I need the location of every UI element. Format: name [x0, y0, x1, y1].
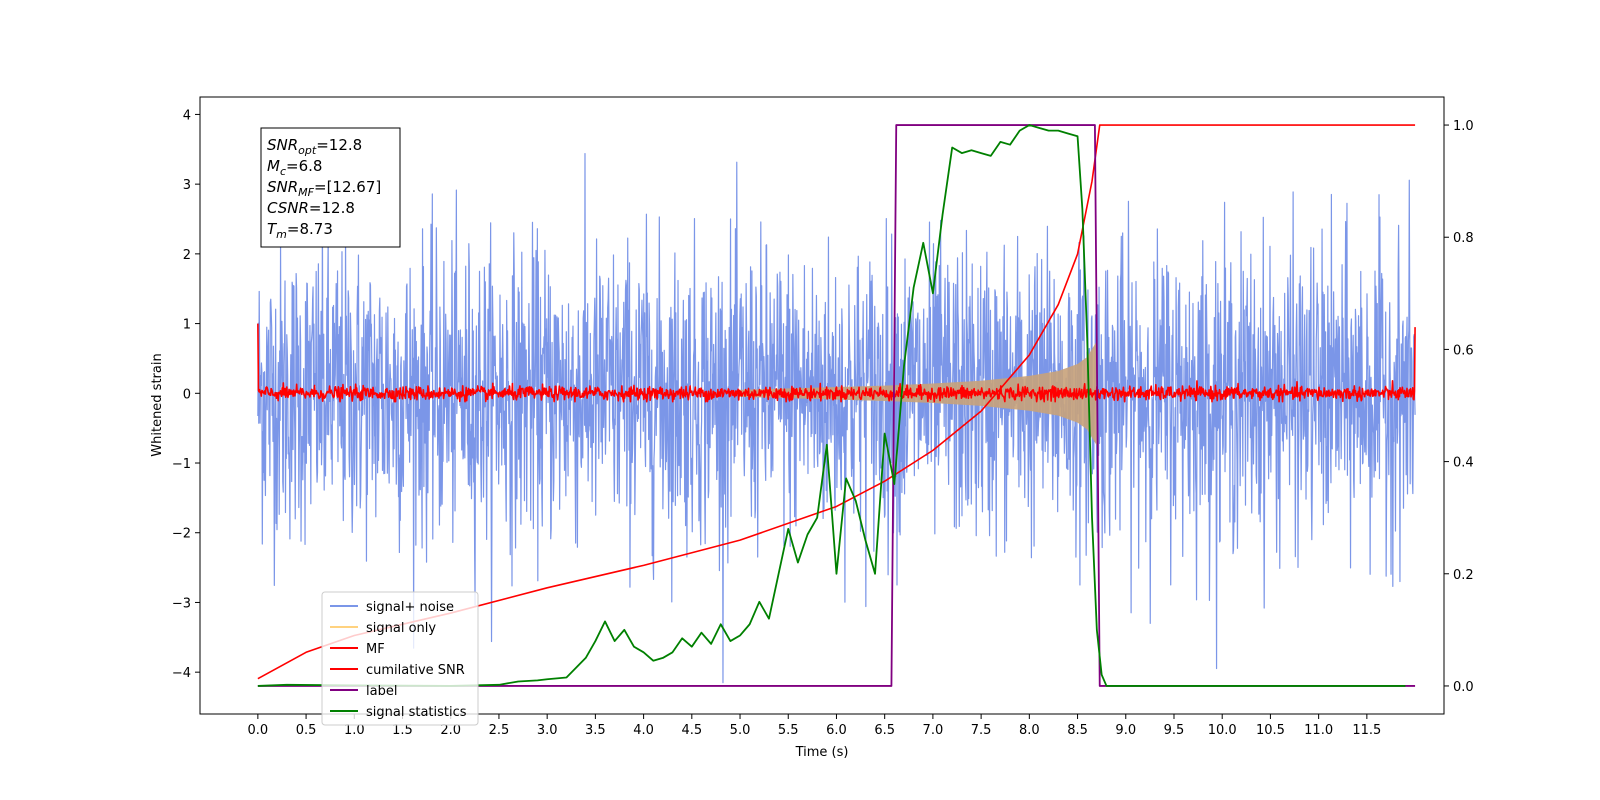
legend-label: signal only	[366, 621, 436, 636]
annotation-line: SNRMF=[12.67]	[267, 178, 381, 199]
annotation-line: Mc=6.8	[267, 157, 322, 178]
x-tick-label: 9.0	[1115, 723, 1136, 738]
x-tick-label: 0.5	[296, 723, 317, 738]
y-tick-label: 2	[183, 248, 191, 263]
series-signal-noise	[257, 152, 1416, 684]
y-axis-label: Whitened strain	[150, 353, 165, 456]
x-tick-label: 4.5	[681, 723, 702, 738]
x-tick-label: 1.0	[344, 723, 365, 738]
x-tick-label: 7.5	[971, 723, 992, 738]
legend-label: MF	[366, 642, 385, 657]
y2-tick-label: 0.2	[1453, 568, 1474, 583]
legend-frame	[321, 591, 479, 726]
y-tick-label: −4	[172, 666, 191, 681]
legend-label: signal statistics	[366, 705, 467, 720]
x-tick-label: 8.0	[1019, 723, 1040, 738]
y2-tick-label: 0.8	[1453, 231, 1474, 246]
y-tick-label: 4	[183, 108, 191, 123]
x-tick-label: 1.5	[392, 723, 413, 738]
x-tick-label: 4.0	[633, 723, 654, 738]
y-tick-label: 3	[183, 178, 191, 193]
x-tick-label: 3.0	[537, 723, 558, 738]
x-tick-label: 8.5	[1067, 723, 1088, 738]
y-axis-right: 0.0 0.2 0.4 0.6 0.8 1.0	[1444, 119, 1474, 695]
y2-tick-label: 1.0	[1453, 119, 1474, 134]
y2-tick-label: 0.0	[1453, 680, 1474, 695]
annotation-frame	[260, 127, 401, 248]
series-mf	[257, 323, 1416, 403]
y2-tick-label: 0.4	[1453, 456, 1474, 471]
x-axis: 0.0 0.5 1.0 1.5 2.0 2.5 3.0 3.5 4.0 4.5 5.0 5.5 6.0 6…	[248, 714, 1381, 738]
legend: signal+ noise signal only MF cumilative SNR…	[321, 591, 479, 726]
y-tick-label: −2	[172, 527, 191, 542]
legend-label: signal+ noise	[366, 600, 454, 615]
legend-label: cumilative SNR	[366, 663, 465, 678]
annotation-line: Tm=8.73	[267, 220, 333, 241]
y-tick-label: −1	[172, 457, 191, 472]
annotation-line: SNRopt=12.8	[267, 136, 362, 157]
y-tick-label: 0	[183, 387, 191, 402]
x-axis-label: Time (s)	[795, 745, 849, 760]
x-tick-label: 2.0	[440, 723, 461, 738]
x-tick-label: 10.0	[1208, 723, 1237, 738]
annotation-line: CSNR=12.8	[267, 199, 355, 217]
series-signal-statistics	[257, 124, 1406, 687]
legend-label: label	[366, 684, 397, 699]
x-tick-label: 6.5	[874, 723, 895, 738]
x-tick-label: 7.0	[923, 723, 944, 738]
x-tick-label: 10.5	[1256, 723, 1285, 738]
y-tick-label: −3	[172, 596, 191, 611]
axes-frame	[199, 96, 1445, 715]
x-tick-label: 0.0	[248, 723, 269, 738]
y-tick-label: 1	[183, 318, 191, 333]
x-tick-label: 2.5	[489, 723, 510, 738]
x-tick-label: 5.5	[778, 723, 799, 738]
y2-tick-label: 0.6	[1453, 343, 1474, 358]
y-axis-left: −4 −3 −2 −1 0 1 2 3 4	[172, 108, 200, 681]
x-tick-label: 9.5	[1164, 723, 1185, 738]
x-tick-label: 3.5	[585, 723, 606, 738]
x-tick-label: 11.0	[1304, 723, 1333, 738]
x-tick-label: 6.0	[826, 723, 847, 738]
x-tick-label: 5.0	[730, 723, 751, 738]
x-tick-label: 11.5	[1352, 723, 1381, 738]
